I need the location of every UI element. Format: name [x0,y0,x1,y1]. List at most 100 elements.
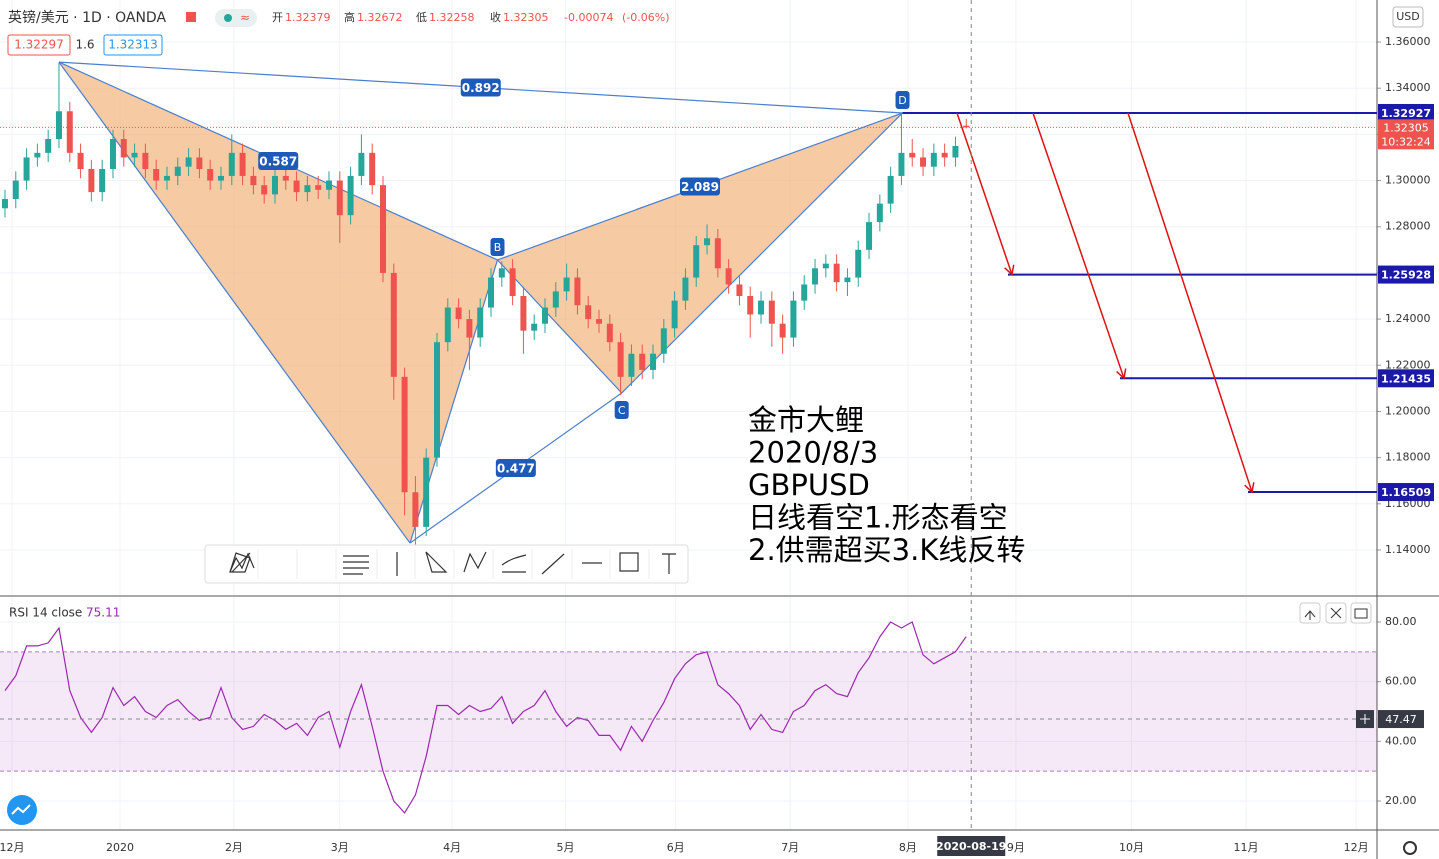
bid-box[interactable] [7,34,71,56]
x-tick-label: 9月 [1007,841,1025,854]
arrow [956,112,1013,275]
y-tick-label: 1.20000 [1385,404,1431,417]
candle-body [747,295,754,315]
candle-body [790,300,797,338]
tool-icon[interactable] [662,553,676,574]
candle-body [758,300,765,315]
tool-icon[interactable] [501,554,527,573]
ohlc-value: 1.32258 [429,11,475,24]
y-tick-label: 40.00 [1385,734,1417,747]
candle-body [66,111,73,153]
pattern-leg [497,259,623,394]
candle-body [185,157,192,167]
ohlc-label: 低 [416,11,427,24]
candle-body [660,328,667,354]
bid: 1.32297 [14,38,64,52]
arrow-head [1116,368,1127,380]
candle-body [833,263,840,283]
price-box [1378,369,1434,388]
candle-body [606,323,613,343]
ohlc-value: 1.32379 [285,11,331,24]
candle-body [898,152,905,176]
arrow [1127,112,1253,493]
candle-body [714,238,721,269]
candle-body [239,152,246,176]
y-tick-label: 20.00 [1385,794,1417,807]
candle-body [671,300,678,329]
candle-body [379,185,386,273]
y-tick-label: 60.00 [1385,675,1417,688]
point-box [614,400,629,419]
crosshair-value-box [1378,710,1424,729]
candle-body [207,169,214,181]
pattern-leg [621,112,903,394]
settings-button[interactable] [1403,841,1417,855]
candle-body [585,305,592,320]
point-box [490,237,505,256]
status-pill [215,9,257,27]
annotation: 2.供需超买3.K线反转 [748,533,1025,567]
candle-body [779,323,786,338]
candle-body [920,157,927,167]
ratio-label: 0.587 [259,155,297,169]
candle-body [88,169,95,193]
pane-button-icon [1304,610,1316,620]
candle-body [196,157,203,170]
arrow-head [1004,264,1015,277]
candle-body [412,492,419,527]
candle-body [12,180,19,200]
price-box [1378,119,1434,150]
candle-body [142,152,149,170]
ohlc-label: 收 [490,10,501,24]
currency-box[interactable] [1392,6,1424,28]
ratio-box [258,152,299,171]
tool-icon[interactable] [619,552,639,572]
candle-body [844,277,851,283]
status-icon: ≈ [240,11,250,25]
rsi-title: RSI 14 close [9,606,82,620]
candle-body [477,307,484,338]
candle-body [271,175,278,195]
x-tick-label: 5月 [557,841,575,854]
candle-body [455,307,462,320]
tool-icon[interactable] [229,552,255,573]
candle-body [552,291,559,308]
y-tick-label: 80.00 [1385,615,1417,628]
candle-body [855,249,862,278]
tool-icon[interactable] [425,551,448,573]
x-tick-label: 3月 [331,841,349,854]
x-tick-label: 7月 [781,841,799,854]
candle-body [466,319,473,338]
flag-icon [186,12,196,22]
y-tick-label: 1.18000 [1385,451,1431,464]
x-tick-label: 2月 [225,841,243,854]
y-tick-label: 1.34000 [1385,81,1431,94]
ratio-label: 2.089 [681,180,719,194]
ask-box[interactable] [103,34,163,56]
candle-body [801,284,808,301]
candle-body [347,175,354,216]
candle-body [866,222,873,250]
rsi-value: 75.11 [86,606,120,620]
pane-button[interactable] [1350,602,1372,624]
ohlc-label: 高 [344,10,355,24]
y-tick-label: 1.36000 [1385,35,1431,48]
point-label: D [898,94,906,107]
tool-icon[interactable] [463,551,487,573]
tool-icon[interactable] [541,553,565,575]
pane-button-icon [1354,608,1368,619]
annotation: GBPUSD [748,468,870,502]
candle-body [909,152,916,158]
tool-icon[interactable] [343,555,369,575]
x-tick-label: 4月 [443,841,461,854]
y-tick-label: 1.30000 [1385,174,1431,187]
point-label: B [494,241,502,254]
candle-body [325,180,332,190]
candle-body [434,342,441,458]
candle-body [390,272,397,377]
candle-body [1,199,8,209]
y-tick-label: 1.22000 [1385,358,1431,371]
candle-body [174,166,181,176]
change-pct: (-0.06%) [622,11,670,24]
